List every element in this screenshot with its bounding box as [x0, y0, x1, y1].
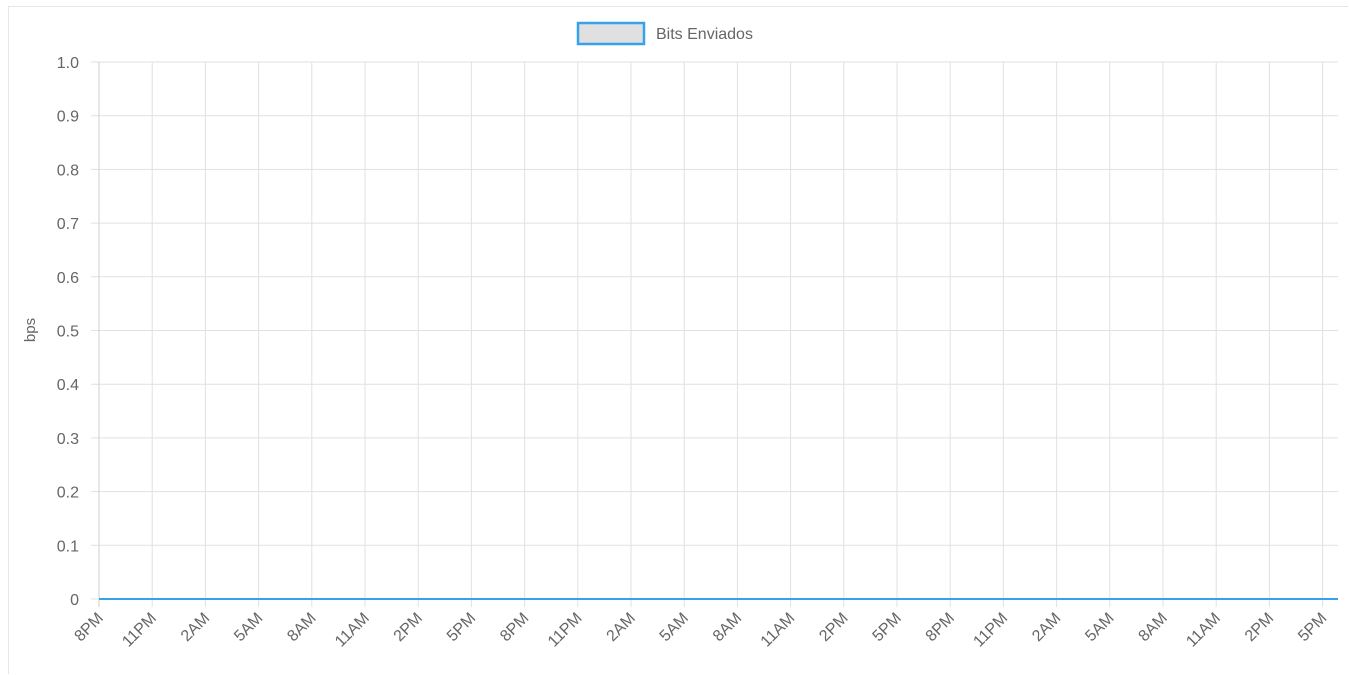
x-tick-label: 11AM: [1183, 610, 1224, 651]
x-tick-label: 2PM: [816, 610, 851, 645]
y-tick-label: 0.8: [57, 162, 79, 179]
y-tick-label: 0.6: [57, 270, 79, 287]
x-tick-label: 11PM: [545, 610, 586, 651]
x-tick-label: 2PM: [1242, 610, 1277, 645]
x-tick-label: 8AM: [284, 610, 319, 645]
x-tick-label: 5PM: [870, 610, 905, 645]
x-tick-label: 5PM: [444, 610, 479, 645]
x-tick-label: 5AM: [657, 610, 692, 645]
x-tick-label: 11AM: [332, 610, 373, 651]
x-tick-label: 2AM: [178, 610, 213, 645]
y-tick-label: 0: [70, 592, 79, 609]
x-tick-label: 2AM: [604, 610, 639, 645]
y-tick-label: 0.3: [57, 431, 79, 448]
legend-label-bits-enviados[interactable]: Bits Enviados: [656, 26, 753, 43]
y-axis-ticks: 0 0.1 0.2 0.3 0.4 0.5 0.6 0.7 0.8 0.9 1.0: [57, 55, 79, 609]
x-tick-label: 2PM: [391, 610, 426, 645]
x-tick-label: 5AM: [231, 610, 266, 645]
x-tick-label: 2AM: [1029, 610, 1064, 645]
y-tick-label: 0.9: [57, 109, 79, 126]
x-tick-label: 11PM: [119, 610, 160, 651]
y-tick-label: 0.4: [57, 377, 79, 394]
x-tick-label: 8AM: [710, 610, 745, 645]
y-tick-label: 1.0: [57, 55, 79, 72]
x-tick-label: 8PM: [923, 610, 958, 645]
x-tick-label: 11PM: [970, 610, 1011, 651]
y-tick-label: 0.1: [57, 538, 79, 555]
x-tick-label: 5AM: [1082, 610, 1117, 645]
grid: [91, 61, 1338, 607]
y-axis-title: bps: [22, 318, 39, 342]
y-tick-label: 0.2: [57, 485, 79, 502]
x-tick-label: 8PM: [497, 610, 532, 645]
chart-panel: [8, 6, 1348, 674]
x-tick-label: 11AM: [758, 610, 799, 651]
x-tick-label: 8AM: [1136, 610, 1171, 645]
x-tick-label: 5PM: [1295, 610, 1330, 645]
y-tick-label: 0.5: [57, 324, 79, 341]
x-axis-ticks: 8PM 11PM 2AM 5AM 8AM 11AM 2PM 5PM 8PM 11PM 2AM 5AM 8…: [72, 610, 1331, 651]
y-tick-label: 0.7: [57, 216, 79, 233]
x-tick-label: 8PM: [72, 610, 107, 645]
legend-swatch-bits-enviados[interactable]: [576, 21, 646, 46]
legend[interactable]: Bits Enviados: [576, 21, 753, 46]
